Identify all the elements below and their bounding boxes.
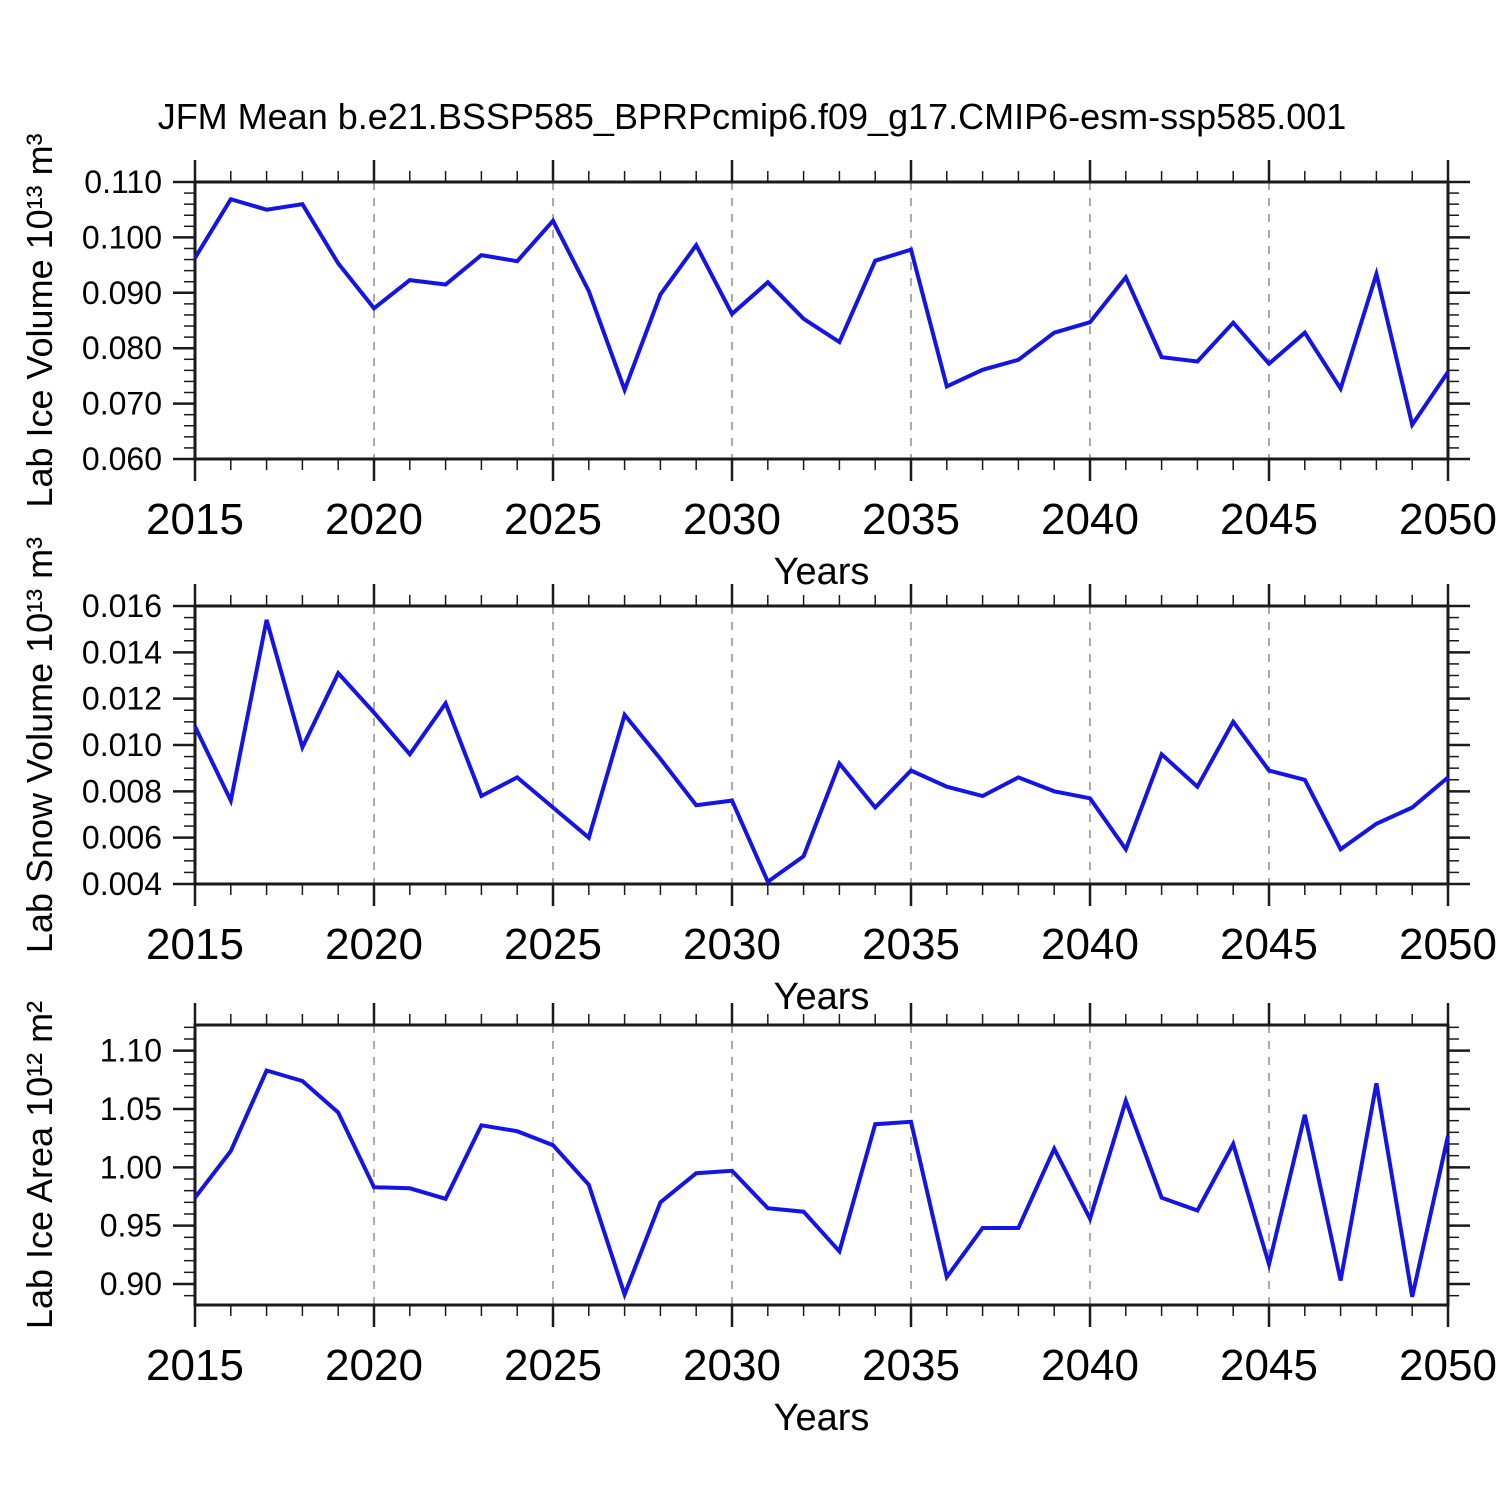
y-tick-label: 0.004	[82, 866, 162, 902]
lab-snow-volume-frame	[193, 604, 1450, 886]
y-tick-label: 0.010	[82, 727, 162, 763]
figure-title: JFM Mean b.e21.BSSP585_BPRPcmip6.f09_g17…	[157, 96, 1347, 137]
y-tick-label: 0.080	[82, 330, 162, 366]
x-tick-label: 2045	[1220, 920, 1318, 969]
lab-ice-volume-grid	[373, 182, 1270, 459]
x-tick-label: 2030	[683, 920, 781, 969]
lab-snow-volume-y-axis-title: Lab Snow Volume 10¹³ m³	[19, 537, 60, 953]
lab-snow-volume-x-axis	[193, 584, 1450, 906]
y-tick-label: 0.95	[100, 1208, 162, 1244]
lab-ice-volume-x-axis	[193, 160, 1450, 481]
x-tick-label: 2040	[1041, 495, 1139, 544]
x-tick-label: 2020	[325, 920, 423, 969]
y-tick-label: 0.060	[82, 441, 162, 477]
lab-ice-area-x-axis-title: Years	[774, 1397, 870, 1439]
lab-ice-volume-x-axis-title: Years	[774, 551, 870, 593]
x-tick-label: 2025	[504, 920, 602, 969]
y-tick-label: 0.014	[82, 634, 162, 670]
lab-snow-volume-y-tick-labels: 0.004 0.006 0.008 0.010 0.012 0.014 0.016	[82, 588, 162, 902]
lab-snow-volume-x-axis-title: Years	[774, 976, 870, 1018]
lab-ice-area-x-tick-labels: 2015 2020 2025 2030 2035 2040 2045 2050	[146, 1341, 1497, 1390]
lab-ice-area-y-axis-title: Lab Ice Area 10¹² m²	[19, 1001, 60, 1329]
lab-ice-volume-y-tick-labels: 0.060 0.070 0.080 0.090 0.100 0.110	[82, 164, 162, 477]
y-tick-label: 0.100	[82, 219, 162, 255]
lab-snow-volume-y-axis	[173, 604, 1470, 886]
y-tick-label: 1.00	[100, 1149, 162, 1185]
lab-ice-area-x-axis	[193, 1003, 1450, 1327]
y-tick-label: 0.006	[82, 820, 162, 856]
y-tick-label: 0.016	[82, 588, 162, 624]
x-tick-label: 2035	[862, 920, 960, 969]
x-tick-label: 2025	[504, 1341, 602, 1390]
lab-ice-volume-y-axis	[173, 180, 1470, 461]
lab-snow-volume-series-line	[193, 619, 1450, 885]
x-tick-label: 2040	[1041, 920, 1139, 969]
y-tick-label: 0.90	[100, 1266, 162, 1302]
lab-ice-area-y-tick-labels: 0.90 0.95 1.00 1.05 1.10	[100, 1033, 162, 1302]
x-tick-label: 2015	[146, 495, 244, 544]
lab-snow-volume-grid	[373, 606, 1270, 884]
y-tick-label: 0.012	[82, 681, 162, 717]
lab-snow-volume-x-tick-labels: 2015 2020 2025 2030 2035 2040 2045 2050	[146, 920, 1497, 969]
x-tick-label: 2040	[1041, 1341, 1139, 1390]
y-tick-label: 0.008	[82, 773, 162, 809]
x-tick-label: 2035	[862, 1341, 960, 1390]
x-tick-label: 2050	[1399, 1341, 1497, 1390]
lab-ice-volume-series-line	[193, 196, 1450, 430]
lab-ice-volume-y-axis-title: Lab Ice Volume 10¹³ m³	[19, 133, 60, 507]
lab-ice-area-y-axis	[173, 1026, 1470, 1297]
x-tick-label: 2035	[862, 495, 960, 544]
x-tick-label: 2050	[1399, 495, 1497, 544]
x-tick-label: 2020	[325, 1341, 423, 1390]
y-tick-label: 0.070	[82, 386, 162, 422]
lab-ice-area-series-line	[193, 1068, 1450, 1301]
x-tick-label: 2015	[146, 1341, 244, 1390]
x-tick-label: 2020	[325, 495, 423, 544]
y-tick-label: 1.10	[100, 1033, 162, 1069]
x-tick-label: 2030	[683, 495, 781, 544]
x-tick-label: 2025	[504, 495, 602, 544]
lab-ice-volume-x-tick-labels: 2015 2020 2025 2030 2035 2040 2045 2050	[146, 495, 1497, 544]
y-tick-label: 0.110	[84, 164, 162, 200]
x-tick-label: 2050	[1399, 920, 1497, 969]
lab-ice-area-panel: 0.90 0.95 1.00 1.05 1.10 2015 2020 2025 2030 2035…	[19, 1001, 1497, 1439]
x-tick-label: 2030	[683, 1341, 781, 1390]
lab-ice-area-grid	[373, 1025, 1270, 1305]
x-tick-label: 2045	[1220, 495, 1318, 544]
y-tick-label: 1.05	[100, 1091, 162, 1127]
x-tick-label: 2045	[1220, 1341, 1318, 1390]
y-tick-label: 0.090	[82, 275, 162, 311]
x-tick-label: 2015	[146, 920, 244, 969]
lab-ice-area-frame	[193, 1023, 1450, 1307]
lab-ice-volume-frame	[193, 180, 1450, 461]
